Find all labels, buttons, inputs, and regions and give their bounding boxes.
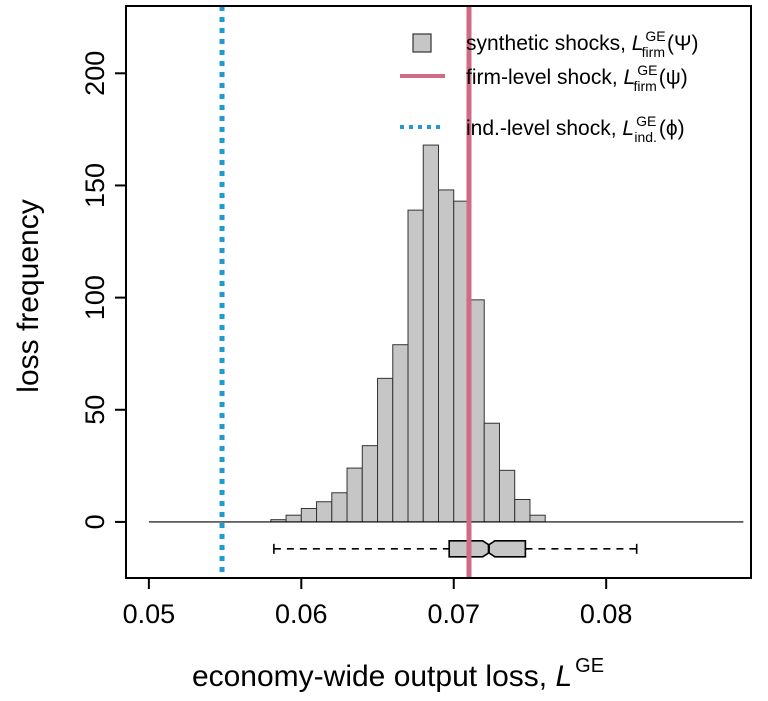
y-tick-label: 150 bbox=[80, 163, 110, 208]
plot-area bbox=[148, 6, 744, 578]
y-tick-label: 200 bbox=[80, 51, 110, 96]
histogram-bar bbox=[438, 189, 455, 523]
x-tick-label: 0.05 bbox=[123, 599, 176, 629]
histogram-bar bbox=[498, 469, 516, 523]
y-tick-label: 100 bbox=[80, 275, 110, 320]
histogram-bar bbox=[392, 344, 409, 523]
histogram-bar bbox=[285, 514, 302, 523]
histogram-bar bbox=[407, 209, 424, 523]
y-tick-label: 50 bbox=[80, 395, 110, 425]
histogram-bar bbox=[529, 514, 546, 523]
x-axis-title: economy-wide output loss, L GE bbox=[192, 655, 604, 693]
histogram-bar bbox=[346, 467, 363, 523]
axes: 0.05 0.06 0.07 0.08 0 50 100 150 200 bbox=[80, 5, 752, 629]
histogram-bar bbox=[331, 492, 348, 523]
x-tick-label: 0.07 bbox=[427, 599, 480, 629]
histogram-bar bbox=[361, 445, 379, 523]
x-tick-label: 0.06 bbox=[275, 599, 328, 629]
histogram-bar bbox=[300, 507, 318, 523]
legend-label-ind: ind.-level shock, L GE ind.(ϕ) bbox=[466, 113, 685, 145]
y-tick-label: 0 bbox=[80, 514, 110, 529]
boxplot-box bbox=[448, 540, 527, 558]
plot-frame bbox=[125, 5, 752, 579]
histogram-bar bbox=[422, 144, 440, 523]
x-tick-label: 0.08 bbox=[580, 599, 633, 629]
histogram-bar bbox=[377, 377, 394, 523]
histogram-bar bbox=[514, 498, 531, 523]
histogram-bar bbox=[316, 501, 333, 523]
y-axis-title: loss frequency bbox=[12, 199, 45, 392]
legend-marker-synthetic bbox=[412, 33, 432, 53]
legend-label-firm: firm-level shock, L GE firm(ψ) bbox=[466, 62, 688, 94]
histogram-bar bbox=[483, 422, 500, 523]
legend: synthetic shocks, L GE firm(Ψ) firm-level … bbox=[400, 28, 699, 145]
legend-label-synthetic: synthetic shocks, L GE firm(Ψ) bbox=[466, 28, 699, 60]
